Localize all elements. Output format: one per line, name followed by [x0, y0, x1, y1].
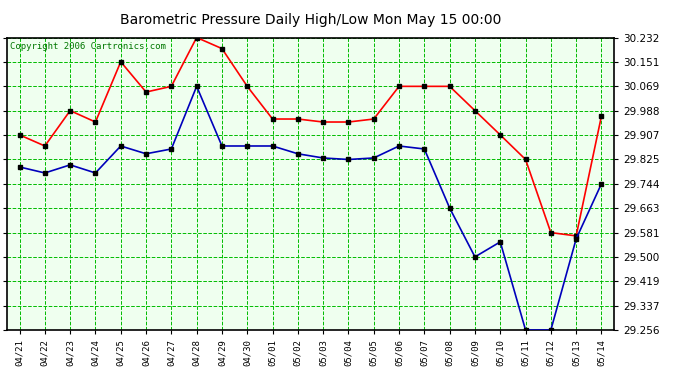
Text: Copyright 2006 Cartronics.com: Copyright 2006 Cartronics.com — [10, 42, 166, 51]
Text: Barometric Pressure Daily High/Low Mon May 15 00:00: Barometric Pressure Daily High/Low Mon M… — [120, 13, 501, 27]
